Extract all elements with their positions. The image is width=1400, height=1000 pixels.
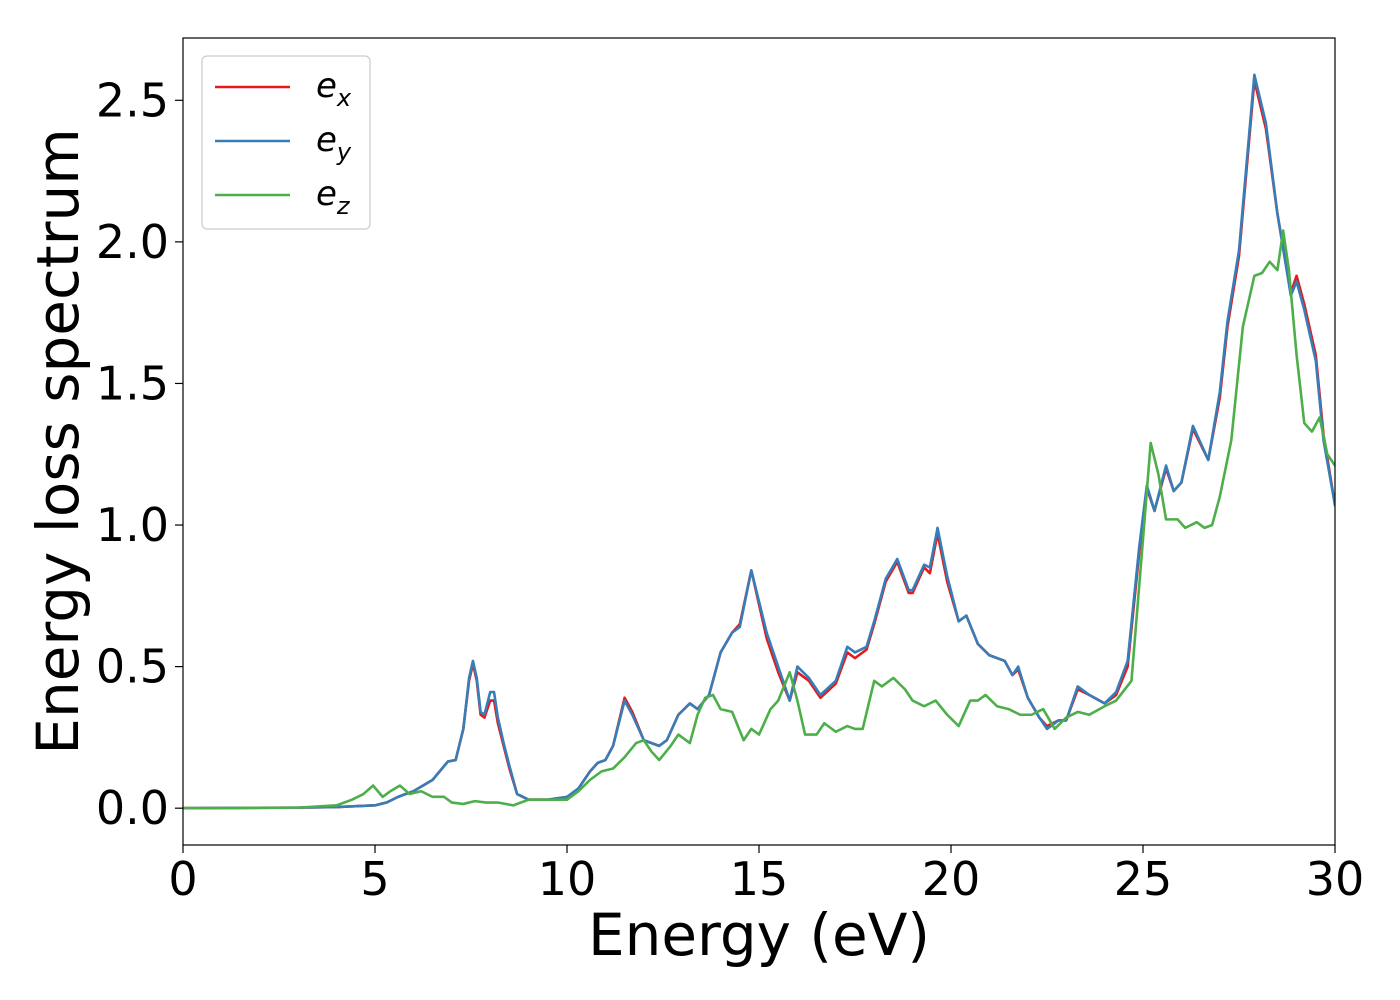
- y-tick-label: 1.0: [96, 498, 169, 552]
- axis-ticks: 0 5 10 15 20 25 30 0.0 0.5 1.0 1.5 2.0 2.5: [96, 73, 1364, 906]
- legend-box: [201, 55, 371, 230]
- x-tick-label: 30: [1306, 852, 1365, 906]
- y-tick-label: 1.5: [96, 356, 169, 410]
- plot-frame: [182, 37, 1336, 846]
- x-tick-label: 20: [922, 852, 981, 906]
- x-tick-label: 15: [730, 852, 789, 906]
- y-axis-title: Energy loss spectrum: [24, 128, 92, 754]
- series-line-ez: [183, 229, 1335, 810]
- y-tick-label: 2.5: [96, 73, 169, 127]
- y-tick-label: 0.5: [96, 640, 169, 694]
- x-tick-label: 25: [1114, 852, 1173, 906]
- x-tick-label: 10: [538, 852, 597, 906]
- x-tick-label: 5: [360, 852, 389, 906]
- y-tick-label: 2.0: [96, 215, 169, 269]
- x-tick-label: 0: [168, 852, 197, 906]
- y-tick-label: 0.0: [96, 781, 169, 835]
- x-axis-title: Energy (eV): [588, 901, 930, 969]
